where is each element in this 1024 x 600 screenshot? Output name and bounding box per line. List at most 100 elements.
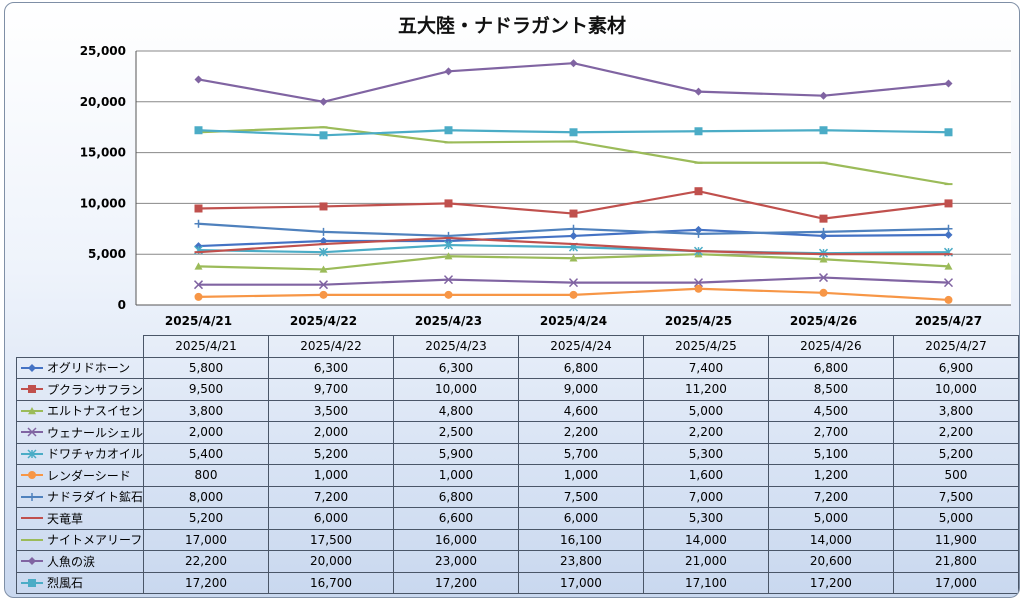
- x-tick-label: 2025/4/24: [540, 314, 607, 328]
- data-point: [318, 247, 329, 257]
- table-cell-value: 6,800: [767, 356, 894, 379]
- table-cell-value: 8,500: [767, 378, 894, 401]
- data-point: [318, 280, 329, 290]
- series-7: [194, 219, 953, 240]
- table-cell-value: 17,000: [892, 571, 1019, 594]
- legend-marker: [28, 578, 36, 587]
- y-tick-label: 10,000: [80, 196, 126, 210]
- y-tick-label: 25,000: [80, 44, 126, 58]
- legend-key-icon: [21, 557, 43, 566]
- table-cell-value: 6,800: [517, 356, 644, 379]
- data-point: [694, 127, 703, 136]
- table-cell-value: 11,200: [642, 378, 769, 401]
- table-cell-value: 17,200: [392, 571, 519, 594]
- legend-marker: [28, 557, 36, 566]
- series-name: ナイトメアリーフ: [47, 533, 143, 548]
- table-corner: [16, 335, 145, 358]
- table-cell-value: 5,200: [892, 442, 1019, 465]
- table-row: プクランサフラン 9,500 9,700 10,000 9,000 11,200 8,500…: [15, 378, 1019, 401]
- table-cell-value: 3,800: [143, 399, 269, 422]
- table-cell-value: 8,000: [143, 485, 269, 508]
- table-cell-value: 1,000: [268, 464, 394, 487]
- table-cell-value: 17,500: [268, 528, 394, 551]
- table-row: ウェナールシェル 2,000 2,000 2,500 2,200 2,200 2,700 2,…: [15, 421, 1019, 444]
- series-name: エルトナスイセン: [47, 404, 144, 419]
- legend-key-icon: [21, 363, 43, 372]
- data-point: [944, 224, 953, 233]
- table-cell-value: 2,000: [143, 421, 269, 444]
- series-name: 烈風石: [47, 576, 84, 591]
- series-name: ドワチャカオイル: [47, 447, 143, 462]
- x-tick-label: 2025/4/21: [165, 314, 232, 328]
- table-cell-value: 16,700: [268, 571, 394, 594]
- table-cell-value: 4,800: [392, 399, 519, 422]
- series-legend-cell: ドワチャカオイル: [15, 442, 145, 465]
- x-tick-label: 2025/4/27: [915, 314, 982, 328]
- table-cell-value: 16,000: [392, 528, 519, 551]
- series-legend-cell: 人魚の涙: [15, 550, 145, 573]
- data-point: [569, 254, 578, 262]
- data-point: [444, 67, 453, 76]
- table-cell-value: 1,000: [517, 464, 644, 487]
- table-cell-value: 6,300: [268, 356, 394, 379]
- series-name: ウェナールシェル: [47, 425, 144, 440]
- series-legend-cell: 天竜草: [15, 507, 145, 530]
- x-tick-label: 2025/4/22: [290, 314, 357, 328]
- table-header-row: 2025/4/21 2025/4/22 2025/4/23 2025/4/24 2025…: [16, 335, 1019, 358]
- table-cell-value: 3,800: [892, 399, 1019, 422]
- legend-marker: [27, 449, 37, 459]
- table-cell-value: 7,200: [767, 485, 894, 508]
- table-cell-value: 10,000: [392, 378, 519, 401]
- legend-marker: [28, 363, 36, 372]
- data-point: [194, 292, 203, 301]
- table-cell-value: 23,800: [517, 550, 644, 573]
- table-cell-value: 3,500: [268, 399, 394, 422]
- legend-key-icon: [21, 492, 43, 501]
- table-cell-value: 17,000: [143, 528, 269, 551]
- legend-key-icon: [21, 406, 43, 414]
- data-point: [569, 59, 578, 68]
- series-8: [194, 236, 953, 256]
- table-cell-value: 5,400: [143, 442, 269, 465]
- table-cell-value: 14,000: [642, 528, 769, 551]
- table-cell-value: 17,200: [143, 571, 269, 594]
- table-cell-value: 6,000: [268, 507, 394, 530]
- data-point: [194, 204, 203, 213]
- table-cell-value: 2,200: [517, 421, 644, 444]
- table-cell-value: 5,000: [892, 507, 1019, 530]
- table-cell-value: 9,500: [143, 378, 269, 401]
- data-point: [319, 131, 328, 140]
- data-point: [819, 126, 828, 135]
- data-point: [693, 278, 704, 288]
- table-cell-value: 7,200: [268, 485, 394, 508]
- line-chart: 0 5,000 10,000 15,000 20,000 25,000 2025/4/21 2…: [80, 44, 1011, 328]
- table-cell-value: 5,300: [642, 442, 769, 465]
- table-cell-value: 17,200: [767, 571, 894, 594]
- data-point: [444, 252, 453, 260]
- series-legend-cell: エルトナスイセン: [15, 399, 145, 422]
- data-point: [194, 126, 203, 135]
- legend-key-icon: [21, 427, 43, 437]
- data-point: [443, 240, 454, 250]
- legend-marker: [28, 385, 36, 394]
- table-cell-value: 21,800: [892, 550, 1019, 573]
- legend-key-icon: [21, 471, 43, 480]
- data-point: [444, 126, 453, 135]
- x-tick-label: 2025/4/25: [665, 314, 732, 328]
- data-point: [193, 280, 204, 290]
- table-row: レンダーシード 800 1,000 1,000 1,000 1,600 1,200 500: [15, 464, 1019, 487]
- table-row: エルトナスイセン 3,800 3,500 4,800 4,600 5,000 4,500 3,…: [15, 399, 1019, 422]
- table-header-date: 2025/4/23: [392, 335, 519, 358]
- table-cell-value: 17,000: [517, 571, 644, 594]
- data-point: [944, 230, 953, 239]
- series-legend-cell: ナイトメアリーフ: [15, 528, 145, 551]
- data-point: [944, 199, 953, 208]
- plot-area: [136, 51, 1011, 305]
- legend-key-icon: [21, 385, 43, 394]
- legend-key-icon: [21, 538, 43, 541]
- data-point: [694, 284, 703, 293]
- table-row: 天竜草 5,200 6,000 6,600 6,000 5,300 5,000 5,000: [15, 507, 1019, 530]
- table-cell-value: 9,700: [268, 378, 394, 401]
- series-4: [193, 273, 954, 290]
- table-cell-value: 23,000: [392, 550, 519, 573]
